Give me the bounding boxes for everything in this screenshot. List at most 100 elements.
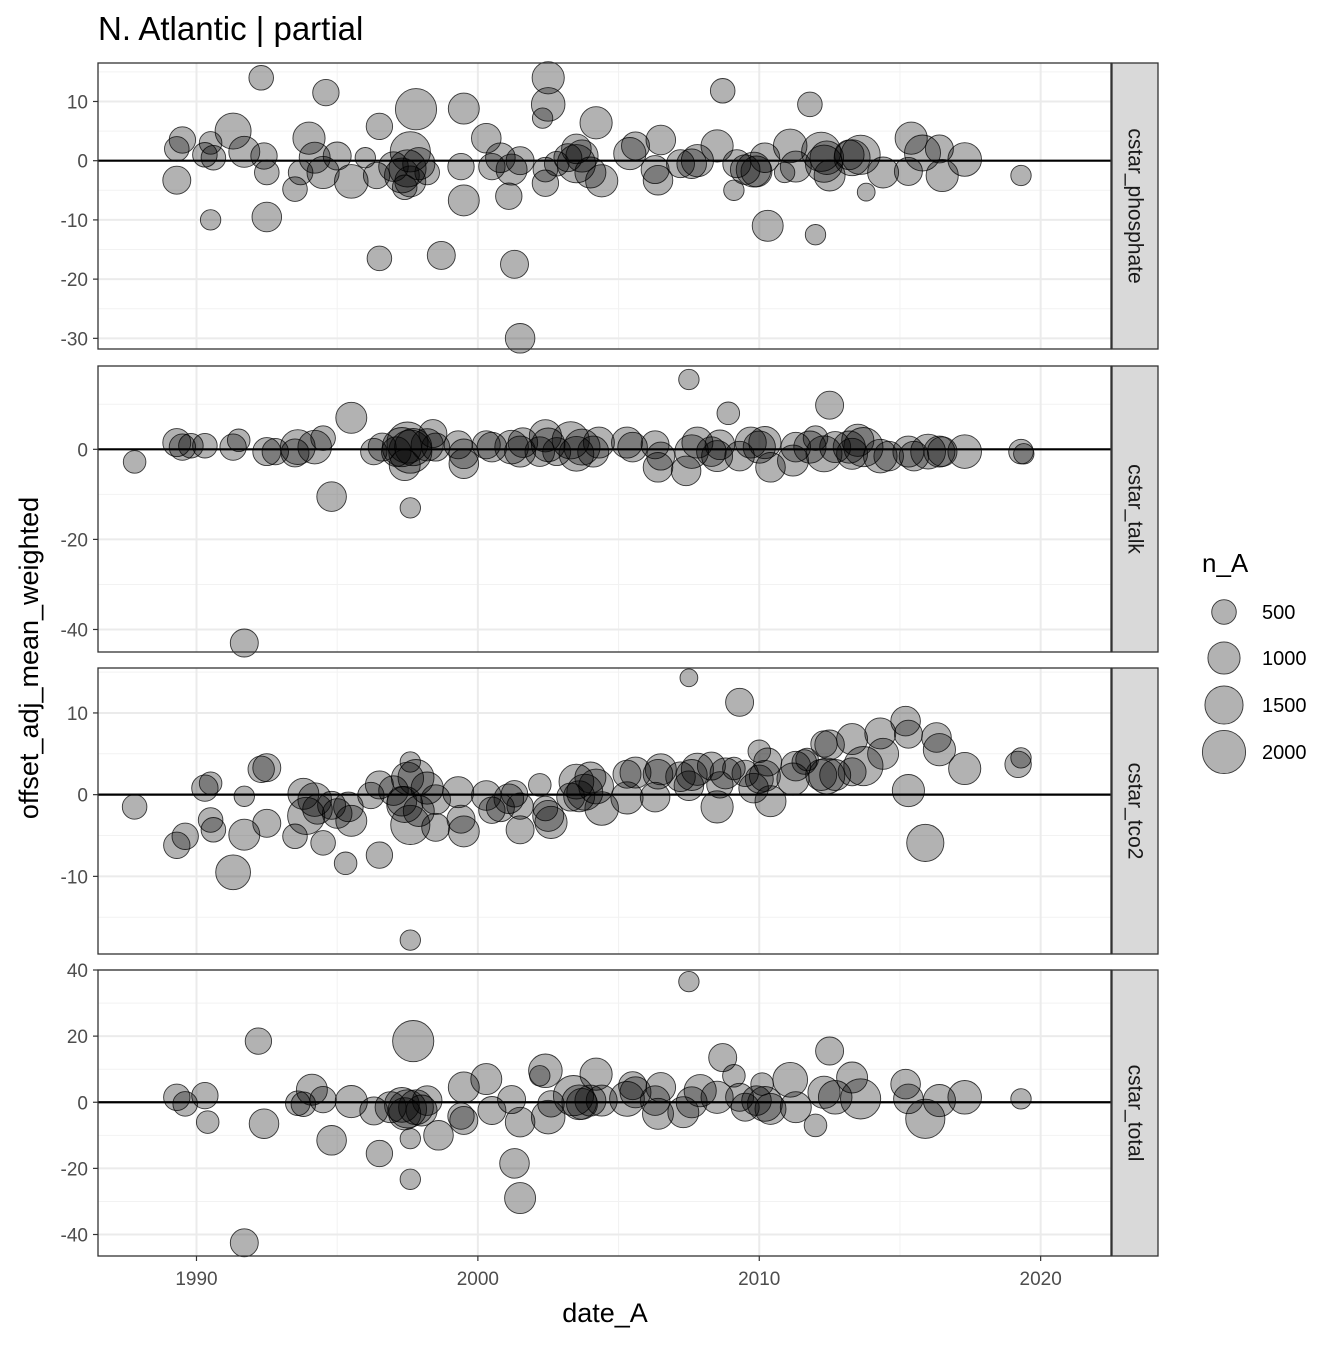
data-point	[836, 437, 869, 470]
data-point	[532, 799, 565, 832]
data-point	[700, 790, 734, 824]
data-point	[753, 747, 783, 777]
data-point	[1010, 1088, 1032, 1110]
data-point	[797, 91, 823, 118]
legend-key-circle	[1211, 599, 1237, 625]
data-point	[442, 776, 475, 809]
data-point	[122, 450, 147, 474]
data-point	[804, 224, 827, 246]
data-point	[867, 156, 900, 189]
data-point	[807, 1075, 841, 1109]
legend-title: n_A	[1202, 548, 1249, 578]
facet-strip-label: cstar_phosphate	[1124, 128, 1147, 283]
x-axis-title: date_A	[562, 1298, 648, 1328]
data-point	[772, 1061, 809, 1098]
data-point	[864, 717, 897, 750]
data-point	[335, 401, 368, 434]
data-point	[579, 1057, 613, 1091]
data-point	[448, 448, 480, 479]
data-point	[893, 719, 923, 749]
facet-strip	[1111, 667, 1159, 955]
legend-key-circle	[1207, 641, 1241, 675]
data-point	[447, 1071, 480, 1104]
data-point	[309, 1085, 337, 1114]
data-point	[621, 131, 650, 161]
data-point	[494, 429, 529, 465]
data-point	[867, 737, 900, 770]
facet-panel-cstar_phosphate: 10 0 -10 -20 -30 cstar_phosphate	[61, 61, 1159, 354]
data-point	[803, 1113, 828, 1138]
data-point	[365, 841, 394, 869]
data-point	[335, 804, 368, 837]
data-point	[312, 78, 340, 107]
legend-key-label: 1500	[1262, 695, 1307, 717]
data-point	[779, 1091, 812, 1124]
data-point	[646, 441, 676, 471]
data-point	[543, 150, 570, 177]
data-point	[700, 1080, 734, 1114]
data-point	[947, 1080, 982, 1115]
data-point	[228, 135, 261, 168]
data-point	[534, 805, 568, 839]
data-point	[843, 427, 884, 468]
data-point	[747, 1086, 783, 1122]
data-point	[399, 497, 421, 519]
data-point	[725, 1082, 755, 1112]
y-tick-label: 40	[67, 961, 88, 982]
data-point	[617, 431, 648, 463]
data-point	[200, 817, 227, 843]
data-point	[773, 161, 796, 184]
data-point	[414, 159, 440, 186]
y-tick-label: 0	[77, 1093, 88, 1114]
data-point	[447, 152, 475, 181]
data-point	[921, 722, 952, 753]
panel-background	[98, 668, 1111, 954]
data-point	[229, 628, 259, 658]
data-point	[405, 1094, 438, 1127]
data-point	[295, 1073, 328, 1106]
data-point	[923, 435, 956, 468]
data-point	[386, 421, 429, 464]
data-point	[252, 753, 282, 783]
x-tick-label: 2000	[457, 1269, 499, 1290]
facet-strip-label: cstar_tco2	[1124, 763, 1147, 860]
data-point	[476, 431, 508, 463]
panel-background	[98, 63, 1111, 349]
y-tick-label: 10	[67, 92, 88, 113]
data-point	[619, 1076, 652, 1109]
y-tick-label: 0	[77, 152, 88, 173]
data-point	[251, 201, 283, 233]
data-point	[644, 753, 677, 786]
data-point	[485, 793, 515, 823]
data-point	[333, 791, 364, 823]
data-point	[233, 785, 255, 807]
data-point	[805, 759, 838, 791]
data-point	[282, 176, 308, 202]
data-point	[772, 128, 808, 164]
data-point	[359, 1096, 389, 1126]
data-point	[470, 1063, 503, 1096]
data-point	[394, 165, 427, 198]
data-point	[505, 146, 535, 176]
data-point	[200, 144, 227, 171]
data-point	[675, 1086, 708, 1119]
data-point	[447, 184, 480, 217]
data-point	[676, 148, 707, 179]
y-tick-label: 0	[77, 786, 88, 807]
data-point	[191, 1081, 219, 1110]
data-point	[292, 121, 326, 155]
data-point	[507, 427, 539, 458]
data-point	[287, 777, 320, 810]
data-point	[1010, 164, 1032, 187]
data-point	[423, 1120, 454, 1151]
data-point	[1004, 750, 1032, 779]
data-point	[399, 751, 421, 773]
data-point	[244, 1027, 273, 1055]
legend-key-circle	[1201, 729, 1247, 775]
data-point	[553, 143, 583, 173]
data-point	[247, 755, 275, 783]
data-point	[610, 781, 644, 815]
data-point	[447, 92, 480, 125]
